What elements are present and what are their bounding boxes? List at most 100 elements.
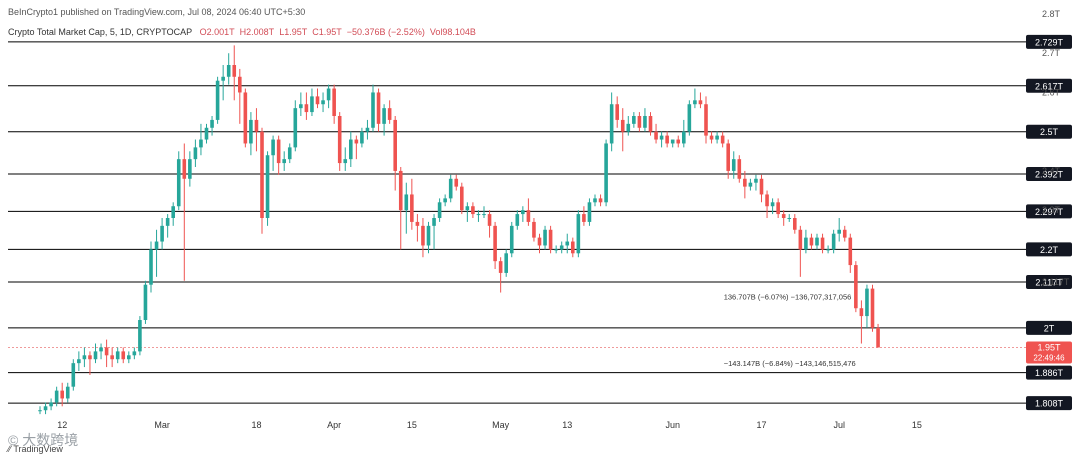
candle-body	[537, 237, 542, 246]
candle-body	[848, 237, 853, 266]
candle-body	[604, 143, 608, 203]
candle-body	[210, 119, 214, 128]
candle-body	[299, 104, 303, 109]
candle-body	[709, 135, 714, 140]
candle-body	[215, 80, 220, 120]
candle-body	[870, 288, 875, 328]
candle-body	[326, 88, 331, 101]
level-label-bg	[1026, 242, 1072, 257]
candle-body	[276, 139, 281, 164]
candle-body	[265, 155, 270, 218]
candle-body	[532, 221, 536, 238]
change-value: −50.376B (−2.52%)	[346, 27, 425, 37]
candle-body	[387, 108, 392, 120]
candle-body	[643, 116, 647, 128]
candle-body	[648, 116, 653, 132]
candle-body	[88, 355, 92, 360]
candle-body	[71, 363, 76, 387]
candle-body	[226, 65, 231, 77]
candle-body	[781, 214, 786, 218]
candle-body	[110, 355, 114, 360]
x-tick-label: Apr	[327, 420, 341, 430]
y-tick-label: 2.3T	[1042, 205, 1061, 215]
x-tick-label: May	[492, 420, 510, 430]
candle-body	[548, 229, 553, 250]
y-tick-label: 2.8T	[1042, 9, 1061, 19]
candle-body	[693, 100, 697, 105]
measure-annotation: −143.147B (−6.84%) −143,146,515,476	[724, 359, 856, 368]
candle-body	[271, 139, 275, 156]
volume-value: Vol98.104B	[429, 27, 476, 37]
level-label: 2.392T	[1035, 170, 1064, 180]
candle-body	[460, 186, 464, 211]
candle-body	[249, 119, 253, 144]
candle-body	[343, 159, 348, 164]
candle-body	[204, 127, 209, 140]
candle-body	[138, 320, 142, 352]
candle-body	[626, 123, 631, 132]
candle-body	[371, 92, 375, 128]
price-axis: 2.729T 2.617T 2.5T 2.392T 2.297T 2.2T 2.117T 2T…	[1026, 9, 1072, 411]
candle-body	[232, 65, 237, 77]
candle-body	[776, 202, 780, 215]
high-value: H2.008T	[239, 27, 275, 37]
level-label: 1.886T	[1035, 368, 1064, 378]
candle-body	[238, 76, 242, 93]
watermark: © 大数跨境	[8, 432, 79, 448]
y-tick-label: 2.7T	[1042, 48, 1061, 58]
candle-body	[482, 214, 486, 216]
candle-body	[49, 402, 53, 407]
candle-body	[260, 131, 264, 218]
candle-body	[793, 218, 797, 230]
candle-body	[587, 202, 592, 222]
candle-body	[509, 225, 514, 254]
candle-body	[404, 194, 409, 211]
measure-annotations: 136.707B (−6.07%) −136,707,317,056 −143.1…	[724, 292, 856, 368]
candle-body	[321, 100, 325, 105]
candle-body	[365, 127, 370, 132]
candle-body	[93, 351, 98, 360]
candle-body	[60, 390, 64, 399]
candle-body	[132, 351, 137, 356]
candle-body	[304, 104, 309, 113]
level-label: 1.808T	[1035, 399, 1064, 409]
candle-body	[349, 139, 353, 160]
candle-body	[837, 229, 841, 234]
candle-body	[121, 351, 126, 360]
candle-body	[687, 104, 692, 132]
candle-body	[720, 135, 725, 144]
candle-body	[382, 108, 386, 124]
candle-body	[99, 347, 103, 352]
low-value: L1.95T	[279, 27, 308, 37]
candle-body	[65, 386, 70, 399]
x-tick-label: Jul	[833, 420, 845, 430]
candle-body	[315, 96, 320, 105]
candle-body	[598, 198, 603, 203]
level-label-bg	[1026, 396, 1072, 411]
candle-body	[809, 237, 814, 246]
candle-body	[515, 214, 520, 226]
open-value: O2.001T	[199, 27, 235, 37]
candle-body	[487, 214, 492, 226]
candle-body	[160, 225, 164, 242]
candle-body	[448, 178, 453, 199]
candle-body	[393, 119, 397, 171]
level-label-bg	[1026, 204, 1072, 219]
candle-body	[743, 178, 747, 187]
candle-body	[698, 100, 703, 105]
level-label-bg	[1026, 124, 1072, 139]
symbol-title: Crypto Total Market Cap, 5, 1D, CRYPTOCA…	[8, 27, 193, 37]
candle-body	[360, 131, 364, 144]
current-price-badge	[1026, 341, 1072, 364]
candle-body	[632, 116, 636, 124]
candle-body	[221, 76, 225, 81]
candle-body	[770, 202, 775, 207]
candle-body	[282, 159, 286, 164]
x-tick-label: 15	[912, 420, 922, 430]
candle-body	[765, 194, 769, 207]
candle-body	[798, 229, 803, 250]
candle-body	[77, 359, 81, 364]
level-label-bg	[1026, 78, 1072, 93]
candle-body	[637, 116, 642, 128]
candle-body	[104, 347, 109, 356]
